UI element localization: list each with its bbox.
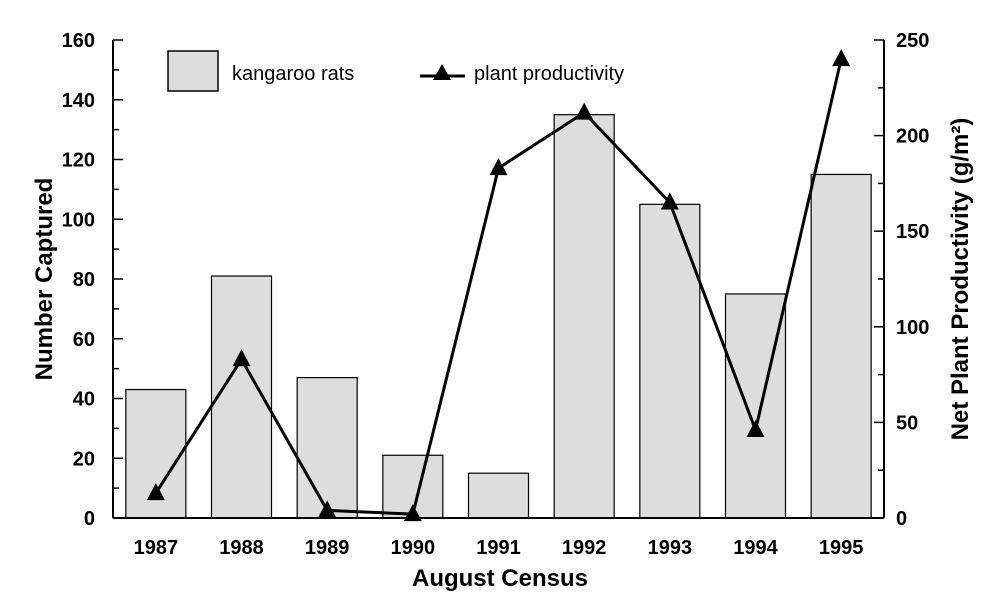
y-tick-label-100: 100 (62, 209, 95, 231)
y2-tick-label-100: 100 (896, 317, 929, 339)
legend-bar-swatch (167, 50, 219, 92)
y-tick-label-80: 80 (73, 269, 95, 291)
line-layer (146, 49, 851, 522)
x-tick-label-1988: 1988 (219, 537, 264, 559)
y-tick-label-0: 0 (84, 508, 95, 530)
x-tick-label-1993: 1993 (648, 537, 693, 559)
x-tick-label-1995: 1995 (819, 537, 864, 559)
y-tick-label-120: 120 (62, 150, 95, 172)
productivity-point-1992 (575, 102, 594, 120)
x-axis-title: August Census (412, 565, 588, 592)
y2-axis-title: Net Plant Productivity (g/m²) (947, 118, 974, 441)
bar-1991 (467, 472, 530, 519)
y2-tick-label-250: 250 (896, 30, 929, 52)
x-tick-label-1994: 1994 (733, 537, 778, 559)
y2-tick-label-50: 50 (896, 412, 918, 434)
y-tick-label-40: 40 (73, 389, 95, 411)
productivity-point-1988 (232, 349, 251, 367)
axes-layer: 0 20 40 60 80 100 120 140 160 0 50 100 150 200 250 1987… (62, 30, 930, 559)
bar-1993 (639, 203, 701, 519)
bar-1990 (382, 454, 444, 519)
y-tick-label-140: 140 (62, 90, 95, 112)
bar-1992 (553, 114, 615, 519)
bar-1989 (296, 376, 358, 519)
legend-line-label: plant productivity (474, 63, 624, 85)
productivity-point-1987 (146, 483, 165, 501)
productivity-point-1993 (660, 192, 679, 210)
y-tick-label-160: 160 (62, 30, 95, 52)
productivity-point-1995 (832, 49, 851, 67)
legend: kangaroo rats plant productivity (167, 50, 624, 92)
productivity-point-1990 (403, 504, 422, 522)
productivity-point-1991 (489, 158, 508, 176)
legend-triangle-icon (433, 64, 451, 80)
legend-bar-label: kangaroo rats (232, 63, 354, 85)
bar-1995 (810, 173, 872, 519)
x-tick-label-1989: 1989 (305, 537, 350, 559)
y-tick-label-60: 60 (73, 329, 95, 351)
x-tick-label-1987: 1987 (134, 537, 179, 559)
productivity-point-1994 (746, 420, 765, 438)
y2-tick-label-150: 150 (896, 221, 929, 243)
y2-tick-label-0: 0 (896, 508, 907, 530)
bar-1994 (724, 293, 787, 519)
x-tick-label-1991: 1991 (476, 537, 521, 559)
y2-tick-label-200: 200 (896, 126, 929, 148)
y-axis-title: Number Captured (31, 178, 58, 381)
productivity-point-1989 (318, 500, 337, 518)
bars-layer (125, 114, 872, 519)
x-tick-label-1990: 1990 (391, 537, 436, 559)
y-tick-label-20: 20 (73, 448, 95, 470)
x-tick-label-1992: 1992 (562, 537, 607, 559)
